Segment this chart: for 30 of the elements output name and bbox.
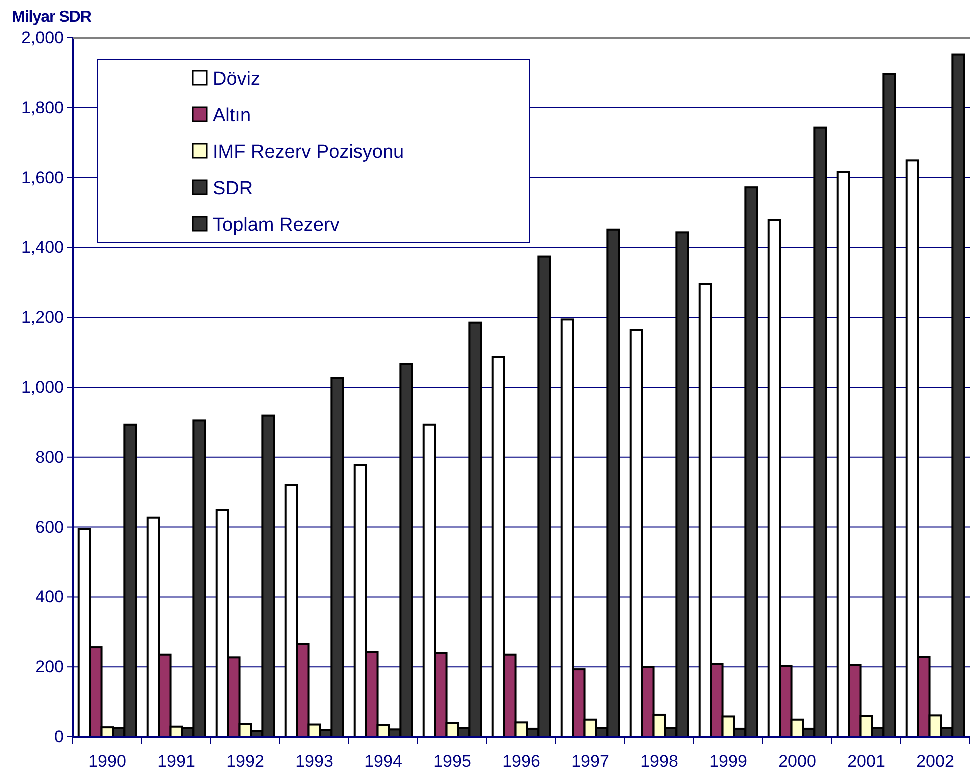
legend-label: Döviz xyxy=(213,69,261,90)
x-tick-label: 1990 xyxy=(88,752,126,772)
x-tick-label: 1997 xyxy=(572,752,610,772)
x-tick-label: 1998 xyxy=(640,752,678,772)
x-tick-label: 1992 xyxy=(226,752,264,772)
y-tick-label: 1,600 xyxy=(21,168,64,188)
x-tick-label: 2002 xyxy=(916,752,954,772)
y-tick-label: 1,400 xyxy=(21,238,64,258)
y-tick-label: 2,000 xyxy=(21,28,64,48)
x-tick-label: 1991 xyxy=(158,752,196,772)
y-tick-label: 600 xyxy=(36,518,64,537)
legend-label: Altın xyxy=(213,106,252,126)
legend-label: Toplam Rezerv xyxy=(213,215,340,236)
y-tick-label: 1,000 xyxy=(21,378,64,397)
y-tick-label: 1,800 xyxy=(21,98,64,118)
x-tick-label: 1996 xyxy=(502,752,540,772)
x-tick-label: 1993 xyxy=(296,752,334,772)
x-tick-label: 2000 xyxy=(778,752,816,772)
y-tick-label: 0 xyxy=(54,727,64,746)
legend-label: SDR xyxy=(213,178,254,200)
x-tick-label: 2001 xyxy=(848,752,886,772)
y-tick-label: 800 xyxy=(36,448,64,467)
y-tick-label: 200 xyxy=(36,658,64,677)
y-axis-title: Milyar SDR xyxy=(12,9,92,26)
y-tick-label: 1,200 xyxy=(21,308,64,328)
x-tick-label: 1994 xyxy=(364,752,402,772)
legend-label: IMF Rezerv Pozisyonu xyxy=(213,142,404,163)
x-tick-label: 1995 xyxy=(434,752,472,772)
y-tick-label: 400 xyxy=(36,588,64,607)
x-tick-label: 1999 xyxy=(710,752,748,772)
